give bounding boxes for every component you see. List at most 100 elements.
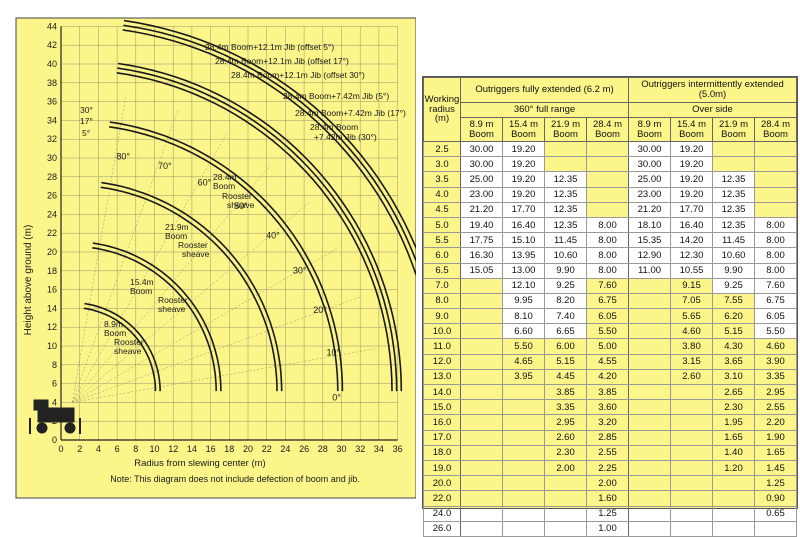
working-radius-cell: 17.0	[423, 429, 461, 446]
load-value-cell: 10.60	[712, 247, 755, 264]
load-value-cell: 6.75	[754, 292, 797, 310]
y-tick-label: 12	[47, 322, 57, 332]
working-radius-cell: 15.0	[423, 399, 461, 416]
load-value-cell: 7.60	[586, 277, 629, 294]
load-value-cell: 30.00	[460, 140, 503, 158]
x-tick-label: 4	[96, 444, 101, 454]
x-tick-label: 16	[206, 444, 216, 454]
load-value-cell	[586, 186, 629, 203]
load-value-cell: 6.20	[712, 308, 755, 325]
load-table-row: 12.0 4.65 5.15 4.55 3.15 3.65 3.90	[423, 353, 797, 370]
load-value-cell: 4.65	[502, 353, 545, 370]
load-value-cell: 12.35	[712, 171, 755, 188]
load-value-cell: 2.95	[754, 383, 797, 401]
load-value-cell: 6.05	[754, 308, 797, 325]
load-value-cell: 11.00	[628, 262, 671, 279]
load-value-cell	[460, 505, 503, 522]
load-value-cell: 10.60	[544, 247, 587, 264]
load-value-cell: 10.55	[670, 262, 713, 279]
boom-length-header: 28.4 m Boom	[586, 117, 629, 142]
boom-range-arc	[116, 72, 393, 392]
boom-length-header: 28.4 m Boom	[754, 117, 797, 142]
load-value-cell: 25.00	[460, 171, 503, 188]
y-tick-label: 32	[47, 134, 57, 144]
load-value-cell: 19.20	[670, 140, 713, 158]
x-tick-label: 8	[133, 444, 138, 454]
load-value-cell: 4.55	[586, 353, 629, 370]
axis-ticks: 0246810121416182022242628303234363840424…	[47, 21, 403, 454]
curve-label-boom-21-9-b: Boom	[165, 231, 187, 241]
load-value-cell	[460, 338, 503, 355]
load-value-cell: 4.30	[712, 338, 755, 355]
load-value-cell	[628, 444, 671, 461]
curve-label-boom-8-9-b: Boom	[104, 328, 126, 338]
load-value-cell: 8.20	[544, 292, 587, 310]
load-table-row: 14.0 3.85 3.85 2.65 2.95	[423, 383, 797, 401]
boom-angle-label: 80°	[116, 152, 130, 162]
load-value-cell: 21.20	[460, 201, 503, 218]
load-value-cell	[460, 475, 503, 492]
load-value-cell: 25.00	[628, 171, 671, 188]
full-range-subheader: 360° full range	[460, 102, 629, 118]
load-value-cell	[754, 186, 797, 203]
curve-label-boom-28-4-jib-7-42-30-b: +7.42m Jib (30°)	[314, 132, 377, 142]
boom-length-header: 15.4 m Boom	[670, 117, 713, 142]
load-value-cell	[586, 156, 629, 173]
boom-angle-label: 0°	[332, 392, 341, 402]
load-value-cell	[502, 429, 545, 446]
boom-range-arc	[83, 307, 157, 392]
load-value-cell: 30.00	[460, 156, 503, 173]
load-value-cell	[628, 475, 671, 492]
outriggers-full-header: Outriggers fully extended (6.2 m)	[460, 77, 629, 103]
x-tick-label: 6	[115, 444, 120, 454]
load-value-cell	[502, 505, 545, 522]
load-value-cell	[544, 490, 587, 507]
curve-label-boom-28-4-jib-12-1-5: 28.4m Boom+12.1m Jib (offset 5°)	[205, 42, 334, 52]
load-value-cell: 6.05	[586, 308, 629, 325]
working-radius-cell: 14.0	[423, 383, 461, 401]
load-value-cell: 6.65	[544, 323, 587, 340]
load-value-cell	[460, 459, 503, 477]
load-value-cell: 19.20	[502, 186, 545, 203]
load-table-body: 2.5 30.00 19.20 30.00 19.20 3.0 30.00 19.20 30.0…	[423, 140, 797, 537]
working-range-diagram: 0246810121416182022242628303234363840424…	[0, 0, 446, 513]
boom-range-arc	[109, 126, 339, 392]
boom-range-arc	[100, 186, 278, 392]
load-table-row: 3.5 25.00 19.20 12.35 25.00 19.20 12.35	[423, 171, 797, 188]
load-table-row: 5.5 17.75 15.10 11.45 8.00 15.35 14.20 11.45 8.0…	[423, 232, 797, 249]
load-value-cell: 0.65	[754, 505, 797, 522]
x-tick-label: 28	[318, 444, 328, 454]
curve-label-boom-28-4-jib-7-42-5: 28.4m Boom+7.42m Jib (5°)	[283, 91, 389, 101]
boom-angle-line	[72, 202, 309, 403]
curve-label-boom-21-9-a: 21.9m	[165, 222, 189, 232]
load-value-cell: 13.00	[502, 262, 545, 279]
load-value-cell: 5.50	[754, 323, 797, 340]
boom-length-header: 8.9 m Boom	[628, 117, 671, 142]
load-table-row: 17.0 2.60 2.85 1.65 1.90	[423, 429, 797, 446]
curve-label-boom-15-4-d: sheave	[158, 304, 186, 314]
y-tick-label: 8	[52, 360, 57, 370]
load-value-cell: 8.00	[586, 247, 629, 264]
load-value-cell: 2.20	[754, 414, 797, 431]
load-value-cell	[670, 429, 713, 446]
load-value-cell	[460, 292, 503, 310]
load-value-cell: 12.30	[670, 247, 713, 264]
y-tick-label: 14	[47, 303, 57, 313]
load-value-cell	[502, 383, 545, 401]
working-radius-cell: 4.5	[423, 201, 461, 218]
y-tick-label: 26	[47, 191, 57, 201]
load-value-cell: 3.90	[754, 353, 797, 370]
load-value-cell: 7.60	[754, 277, 797, 294]
load-value-cell	[502, 520, 545, 537]
curve-label-boom-15-4-b: Boom	[130, 286, 152, 296]
load-value-cell: 3.15	[670, 353, 713, 370]
load-table-row: 9.0 8.10 7.40 6.05 5.65 6.20 6.05	[423, 308, 797, 325]
load-value-cell: 3.85	[544, 383, 587, 401]
load-value-cell	[544, 520, 587, 537]
load-value-cell	[670, 520, 713, 537]
x-tick-label: 32	[355, 444, 365, 454]
load-value-cell	[502, 490, 545, 507]
boom-range-arc	[92, 242, 222, 392]
load-value-cell: 2.00	[586, 475, 629, 492]
working-radius-cell: 24.0	[423, 505, 461, 522]
